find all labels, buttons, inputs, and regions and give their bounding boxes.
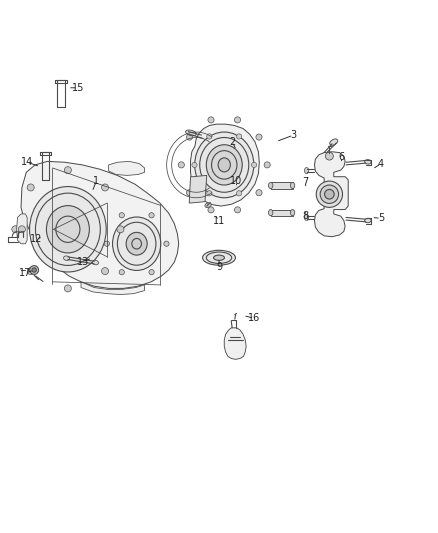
Text: 12: 12 — [30, 235, 42, 244]
Ellipse shape — [325, 152, 333, 160]
Polygon shape — [191, 124, 259, 206]
Text: 11: 11 — [213, 215, 225, 225]
Text: 2: 2 — [229, 136, 235, 147]
Ellipse shape — [290, 182, 295, 189]
Ellipse shape — [187, 134, 193, 140]
Ellipse shape — [256, 190, 262, 196]
Text: 7: 7 — [303, 177, 309, 188]
Ellipse shape — [192, 162, 197, 167]
Ellipse shape — [365, 159, 371, 164]
Ellipse shape — [92, 260, 99, 265]
Ellipse shape — [251, 162, 257, 167]
Ellipse shape — [268, 209, 273, 216]
Polygon shape — [109, 161, 145, 175]
Text: 15: 15 — [72, 83, 84, 93]
Text: 4: 4 — [378, 159, 384, 168]
Ellipse shape — [316, 181, 343, 207]
Ellipse shape — [113, 217, 161, 270]
Ellipse shape — [207, 191, 212, 196]
Ellipse shape — [46, 206, 89, 253]
Text: 9: 9 — [216, 262, 222, 271]
Ellipse shape — [256, 134, 262, 140]
Ellipse shape — [149, 270, 154, 275]
Ellipse shape — [237, 134, 242, 139]
Ellipse shape — [64, 256, 70, 261]
Polygon shape — [21, 161, 179, 288]
Text: 16: 16 — [248, 313, 260, 323]
Polygon shape — [271, 182, 293, 189]
Ellipse shape — [117, 226, 124, 233]
Ellipse shape — [325, 189, 334, 199]
Ellipse shape — [365, 219, 371, 223]
Ellipse shape — [18, 226, 25, 233]
Ellipse shape — [119, 270, 124, 275]
Ellipse shape — [268, 182, 273, 189]
Polygon shape — [189, 175, 207, 203]
Ellipse shape — [202, 251, 236, 265]
Ellipse shape — [126, 232, 147, 255]
Text: 1: 1 — [93, 176, 99, 186]
Ellipse shape — [27, 184, 34, 191]
Ellipse shape — [64, 285, 71, 292]
Polygon shape — [224, 328, 246, 359]
Ellipse shape — [234, 207, 240, 213]
Ellipse shape — [27, 268, 34, 274]
Ellipse shape — [186, 130, 196, 136]
Polygon shape — [17, 214, 27, 244]
Text: 3: 3 — [290, 130, 297, 140]
Ellipse shape — [187, 190, 193, 196]
Text: 17: 17 — [19, 268, 32, 278]
Ellipse shape — [30, 265, 39, 274]
Ellipse shape — [149, 213, 154, 218]
Ellipse shape — [290, 209, 295, 216]
Ellipse shape — [237, 191, 242, 196]
Text: 6: 6 — [339, 152, 345, 162]
Ellipse shape — [330, 139, 338, 146]
Ellipse shape — [164, 241, 169, 246]
Polygon shape — [271, 209, 293, 216]
Ellipse shape — [208, 207, 214, 213]
Ellipse shape — [218, 158, 230, 172]
Ellipse shape — [264, 162, 270, 168]
Text: 14: 14 — [21, 157, 33, 167]
Text: 8: 8 — [303, 211, 309, 221]
Ellipse shape — [234, 117, 240, 123]
Ellipse shape — [102, 268, 109, 274]
Ellipse shape — [104, 241, 110, 246]
Ellipse shape — [304, 167, 309, 174]
Ellipse shape — [304, 214, 309, 221]
Ellipse shape — [64, 167, 71, 174]
Ellipse shape — [32, 268, 36, 272]
Ellipse shape — [102, 184, 109, 191]
Ellipse shape — [119, 213, 124, 218]
Text: 5: 5 — [378, 213, 384, 223]
Ellipse shape — [30, 187, 106, 272]
Ellipse shape — [12, 226, 19, 233]
Ellipse shape — [194, 132, 254, 198]
Ellipse shape — [214, 255, 224, 260]
Ellipse shape — [207, 134, 212, 139]
Polygon shape — [314, 152, 348, 237]
Ellipse shape — [208, 117, 214, 123]
Text: 10: 10 — [230, 176, 243, 186]
Ellipse shape — [205, 203, 211, 207]
Ellipse shape — [206, 145, 242, 185]
Polygon shape — [81, 282, 145, 295]
Ellipse shape — [178, 162, 184, 168]
Ellipse shape — [320, 185, 339, 204]
Text: 13: 13 — [77, 257, 89, 267]
